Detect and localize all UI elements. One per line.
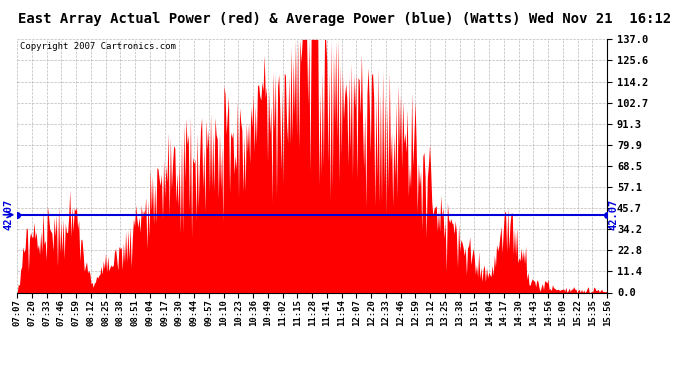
Text: East Array Actual Power (red) & Average Power (blue) (Watts) Wed Nov 21  16:12: East Array Actual Power (red) & Average … (19, 12, 671, 26)
Text: 42.07: 42.07 (3, 199, 13, 230)
Text: Copyright 2007 Cartronics.com: Copyright 2007 Cartronics.com (20, 42, 176, 51)
Text: 42.07: 42.07 (609, 199, 618, 230)
